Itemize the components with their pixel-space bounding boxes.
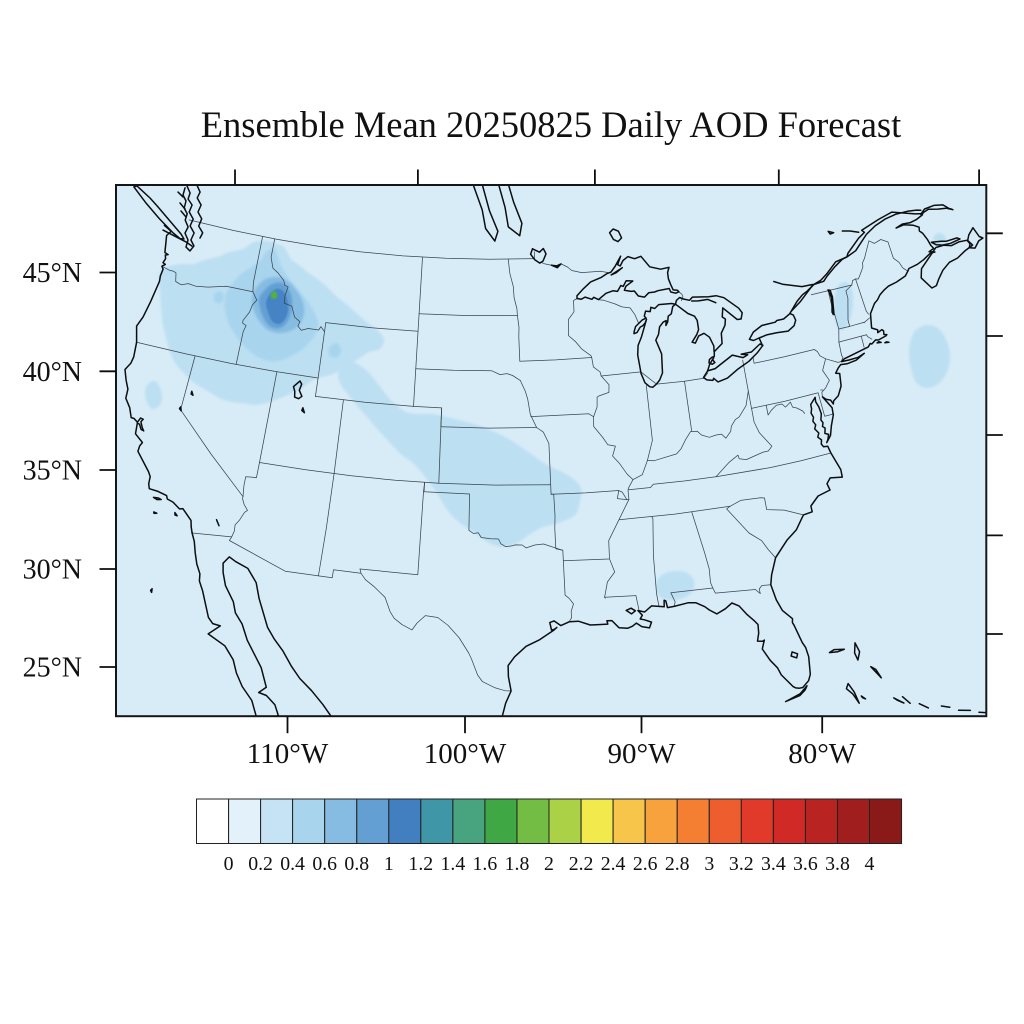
svg-text:35°N: 35°N: [23, 456, 82, 487]
svg-text:3: 3: [704, 853, 714, 875]
svg-text:3.8: 3.8: [825, 853, 850, 875]
svg-text:0.6: 0.6: [312, 853, 337, 875]
svg-text:3.2: 3.2: [729, 853, 754, 875]
svg-text:0.4: 0.4: [280, 853, 305, 875]
svg-text:40°N: 40°N: [23, 357, 82, 388]
svg-text:2.2: 2.2: [569, 853, 594, 875]
svg-text:1.2: 1.2: [408, 853, 433, 875]
svg-text:1.4: 1.4: [441, 853, 466, 875]
svg-text:0.2: 0.2: [248, 853, 273, 875]
svg-text:110°W: 110°W: [247, 738, 329, 770]
svg-text:2.4: 2.4: [601, 853, 626, 875]
svg-text:3.6: 3.6: [793, 853, 818, 875]
svg-text:2: 2: [544, 853, 554, 875]
svg-text:80°W: 80°W: [788, 738, 857, 770]
svg-text:90°W: 90°W: [608, 738, 677, 770]
svg-text:3.4: 3.4: [761, 853, 786, 875]
svg-text:2.6: 2.6: [633, 853, 658, 875]
svg-text:0: 0: [224, 853, 234, 875]
svg-text:25°N: 25°N: [23, 653, 82, 684]
svg-text:4: 4: [865, 853, 875, 875]
svg-text:Ensemble Mean 20250825 Daily A: Ensemble Mean 20250825 Daily AOD Forecas…: [201, 104, 901, 145]
svg-text:100°W: 100°W: [424, 738, 507, 770]
svg-text:45°N: 45°N: [23, 258, 82, 289]
svg-text:0.8: 0.8: [344, 853, 369, 875]
svg-text:1.8: 1.8: [505, 853, 530, 875]
svg-text:2.8: 2.8: [665, 853, 690, 875]
svg-text:30°N: 30°N: [23, 555, 82, 586]
svg-text:1: 1: [384, 853, 394, 875]
svg-text:1.6: 1.6: [473, 853, 498, 875]
